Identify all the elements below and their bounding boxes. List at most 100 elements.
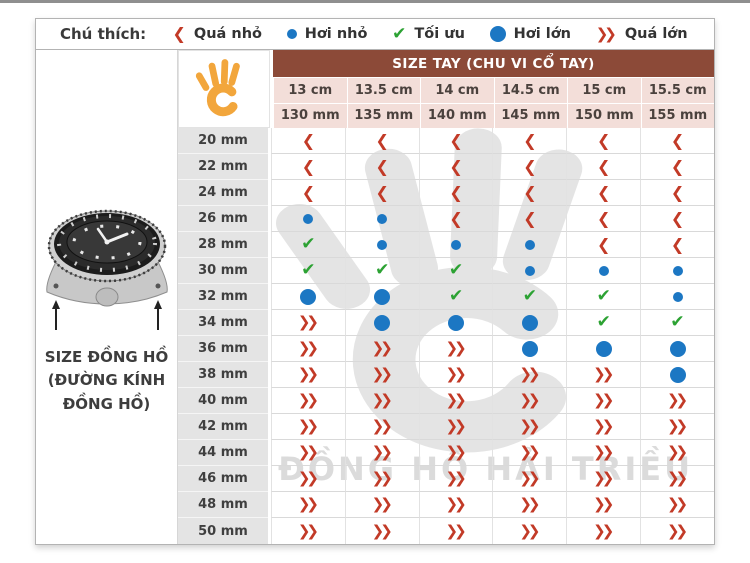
fit-cell: ❯❯ — [640, 414, 714, 440]
fit-icon-too-large: ❯❯ — [519, 365, 540, 383]
wrist-cm-header: 15.5 cm — [640, 77, 714, 103]
legend-item-label: Hơi nhỏ — [304, 26, 368, 42]
table-row: 22 mm ❮ ❮ ❮ ❮ ❮ ❮ — [178, 154, 714, 180]
watch-size-label: 34 mm — [178, 310, 268, 336]
table-row: 48 mm ❯❯ ❯❯ ❯❯ ❯❯ ❯❯ ❯❯ — [178, 492, 714, 518]
fit-cell: ❯❯ — [566, 440, 641, 466]
fit-icon-too-small: ❮ — [172, 24, 186, 43]
fit-icon-too-large: ❯❯ — [445, 391, 467, 409]
fit-cell: ❮ — [640, 154, 714, 180]
fit-cell: ❮ — [566, 232, 641, 258]
fit-icon-too-small: ❮ — [670, 234, 685, 254]
fit-icon-too-large: ❯❯ — [297, 313, 319, 331]
fit-icon-slightly-small — [377, 213, 388, 224]
fit-icon-too-large: ❯❯ — [371, 417, 393, 435]
fit-icon-too-large: ❯❯ — [593, 443, 614, 461]
watch-size-label: 20 mm — [178, 128, 268, 154]
fit-cell: ❯❯ — [271, 414, 345, 440]
fit-icon-slightly-large — [521, 314, 538, 331]
legend-item-label: Hơi lớn — [513, 26, 571, 42]
fit-icon-too-large: ❯❯ — [371, 365, 393, 383]
fit-cell: ❯❯ — [344, 414, 419, 440]
fit-cell: ❮ — [640, 128, 714, 154]
wrist-mm-header: 150 mm — [567, 102, 641, 128]
fit-cell: ❯❯ — [271, 492, 345, 518]
fit-icon-too-small: ❮ — [449, 182, 463, 202]
fit-cell: ✔ — [566, 310, 641, 336]
table-row: 38 mm ❯❯ ❯❯ ❯❯ ❯❯ ❯❯ — [178, 362, 714, 388]
fit-cell: ❯❯ — [492, 466, 567, 492]
fit-icon-optimal: ✔ — [448, 286, 464, 306]
fit-icon-too-large: ❯❯ — [593, 469, 614, 487]
fit-cell — [271, 284, 345, 310]
fit-cell: ❮ — [418, 128, 493, 154]
wrist-cm-row: 13 cm 13.5 cm 14 cm 14.5 cm 15 cm 15.5 cm — [273, 77, 714, 103]
fit-icon-too-large: ❯❯ — [297, 339, 319, 357]
fit-icon-too-small: ❮ — [523, 156, 537, 176]
fit-icon-slightly-large — [489, 26, 506, 42]
fit-cell: ❮ — [492, 128, 567, 154]
fit-cell: ✔ — [418, 258, 493, 284]
table-row: 24 mm ❮ ❮ ❮ ❮ ❮ ❮ — [178, 180, 714, 206]
fit-icon-too-small: ❮ — [523, 130, 537, 150]
fit-icon-too-large: ❯❯ — [593, 417, 614, 435]
fit-cell: ❯❯ — [418, 362, 493, 388]
fit-cell — [492, 310, 567, 336]
wrist-cm-header: 13.5 cm — [346, 77, 420, 103]
fit-cell: ✔ — [271, 232, 345, 258]
fit-icon-optimal: ✔ — [375, 260, 390, 280]
legend-item: ❯❯ Quá lớn — [596, 26, 688, 42]
wrist-mm-header: 130 mm — [273, 102, 347, 128]
fit-icon-too-small: ❮ — [375, 130, 389, 150]
fit-icon-too-large: ❯❯ — [297, 469, 319, 487]
fit-cell — [640, 284, 714, 310]
fit-icon-too-small: ❮ — [301, 156, 316, 176]
lug-width-arrows-icon — [51, 300, 162, 330]
fit-cell: ❯❯ — [418, 518, 493, 544]
fit-cell: ❯❯ — [344, 518, 419, 544]
table-row: 46 mm ❯❯ ❯❯ ❯❯ ❯❯ ❯❯ ❯❯ — [178, 466, 714, 492]
watch-size-label: 50 mm — [178, 518, 268, 544]
legend-item: Hơi lớn — [489, 26, 571, 42]
table-row: 30 mm ✔ ✔ ✔ — [178, 258, 714, 284]
fit-icon-too-small: ❮ — [670, 208, 685, 228]
fit-icon-too-small: ❮ — [301, 130, 316, 150]
fit-icon-too-large: ❯❯ — [666, 469, 688, 487]
fit-cell: ❯❯ — [640, 492, 714, 518]
fit-icon-optimal: ✔ — [448, 260, 464, 280]
fit-icon-slightly-small — [672, 265, 683, 276]
fit-cell: ❮ — [492, 154, 567, 180]
fit-icon-too-large: ❯❯ — [666, 443, 688, 461]
watch-size-label: 48 mm — [178, 492, 268, 518]
fit-icon-slightly-small — [303, 213, 314, 224]
fit-cell: ❯❯ — [566, 466, 641, 492]
wrist-cm-header: 13 cm — [273, 77, 347, 103]
watch-size-panel: SIZE ĐỒNG HỒ (ĐƯỜNG KÍNH ĐỒNG HỒ) — [36, 50, 178, 544]
watch-size-label: 24 mm — [178, 180, 268, 206]
fit-cell: ❯❯ — [271, 388, 345, 414]
fit-icon-too-large: ❯❯ — [371, 495, 393, 513]
fit-cell: ❮ — [271, 154, 345, 180]
table-row: 36 mm ❯❯ ❯❯ ❯❯ — [178, 336, 714, 362]
fit-icon-too-large: ❯❯ — [595, 24, 617, 43]
fit-cell: ❯❯ — [640, 466, 714, 492]
watch-size-label: 30 mm — [178, 258, 268, 284]
fit-cell — [418, 232, 493, 258]
watch-size-label: 38 mm — [178, 362, 268, 388]
fit-cell: ❯❯ — [271, 466, 345, 492]
fit-cell: ❯❯ — [271, 440, 345, 466]
legend-item: Hơi nhỏ — [286, 26, 368, 42]
fit-icon-too-large: ❯❯ — [666, 495, 688, 513]
fit-icon-too-small: ❮ — [449, 130, 463, 150]
fit-cell: ❮ — [640, 180, 714, 206]
watch-size-label: 36 mm — [178, 336, 268, 362]
fit-cell: ❯❯ — [566, 362, 641, 388]
fit-cell — [640, 362, 714, 388]
fit-cell: ❯❯ — [566, 518, 640, 544]
brand-hand-icon — [191, 58, 257, 120]
watch-size-label: 40 mm — [178, 388, 268, 414]
fit-cell: ❮ — [344, 154, 419, 180]
table-body: ĐỒNG HỒ HẢI TRIỀU 20 mm ❮ ❮ ❮ ❮ ❮ ❮ 22 mm ❮ ❮ ❮ ❮ ❮ ❮… — [178, 128, 714, 544]
watch-size-label: 32 mm — [178, 284, 268, 310]
